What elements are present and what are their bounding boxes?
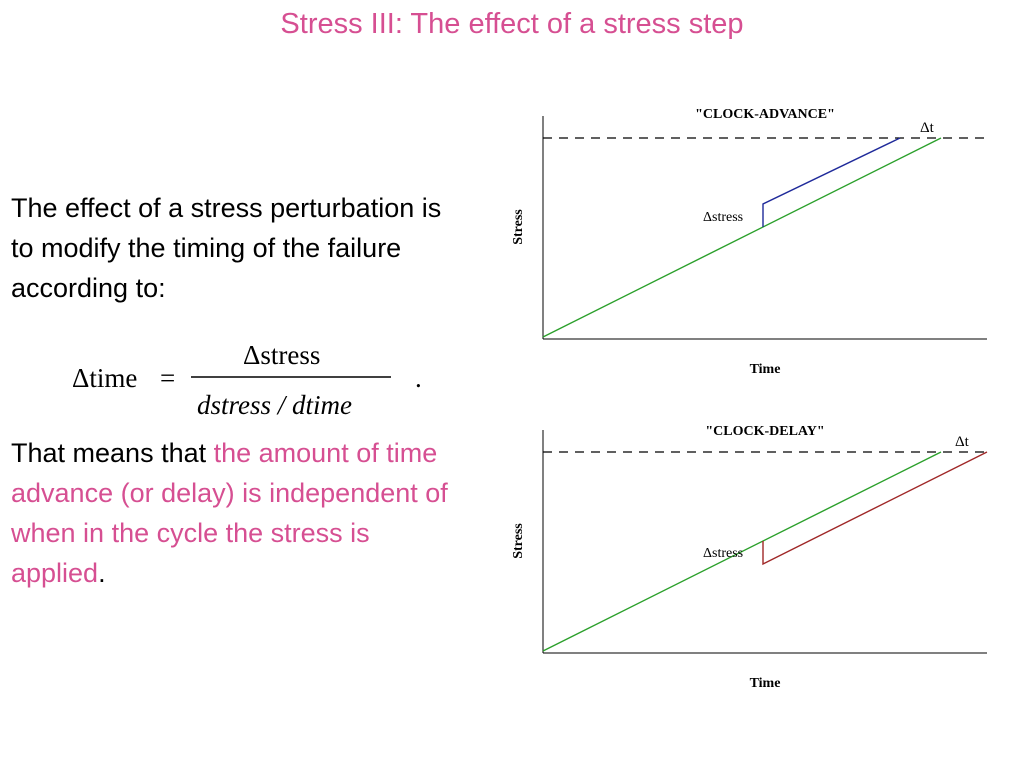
shifted-loading-line — [762, 451, 988, 566]
delta-t-label: Δt — [920, 120, 935, 136]
clock-advance-diagram: "CLOCK-ADVANCE" Δt Δstress Stress Time — [500, 104, 1000, 394]
clock-delay-diagram: "CLOCK-DELAY" Δt Δstress Stress Time — [500, 418, 1000, 708]
intro-paragraph: The effect of a stress perturbation is t… — [11, 193, 442, 303]
baseline-loading-line — [542, 451, 942, 652]
conclusion-paragraph: That means that the amount of time advan… — [11, 433, 471, 593]
formula-equals: = — [160, 363, 175, 393]
diagram-title: "CLOCK-DELAY" — [705, 424, 824, 439]
formula-trailing-dot: . — [415, 363, 422, 393]
conclusion-suffix: . — [98, 558, 106, 588]
y-axis-label: Stress — [511, 209, 526, 245]
x-axis-label: Time — [750, 362, 781, 377]
delta-t-label: Δt — [955, 434, 970, 450]
diagram-title: "CLOCK-ADVANCE" — [695, 107, 835, 122]
x-axis-label: Time — [750, 676, 781, 691]
baseline-loading-line — [542, 137, 942, 338]
conclusion-highlight: the amount of time advance (or delay) is… — [11, 438, 448, 588]
y-axis-label: Stress — [511, 523, 526, 559]
shifted-loading-line — [762, 137, 901, 227]
delta-stress-label: Δstress — [703, 546, 743, 561]
formula-lhs: Δtime — [72, 363, 137, 393]
formula-numerator: Δstress — [243, 340, 320, 370]
conclusion-prefix: That means that — [11, 438, 214, 468]
formula-denominator: dstress / dtime — [197, 390, 352, 420]
delta-time-formula: Δtime = Δstress dstress / dtime . — [60, 333, 460, 423]
delta-stress-label: Δstress — [703, 210, 743, 225]
slide-title: Stress III: The effect of a stress step — [280, 8, 744, 40]
